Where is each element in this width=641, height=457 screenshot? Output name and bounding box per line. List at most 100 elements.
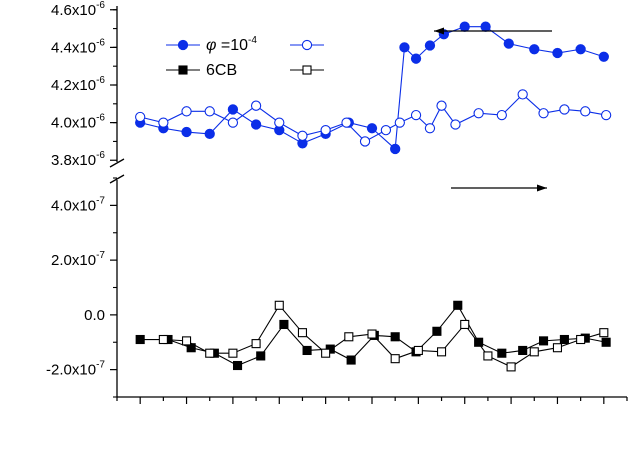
data-point [158,117,169,128]
legend-marker-open [302,65,312,75]
data-series [135,21,612,372]
data-point [186,343,196,353]
data-point [483,351,493,361]
data-point [135,111,146,123]
data-point [297,130,308,141]
data-point [390,354,400,364]
data-point [529,44,540,55]
data-point [359,136,371,147]
data-point [366,123,378,134]
data-point [506,362,516,372]
data-point [251,339,261,349]
data-point [599,328,609,338]
data-point [432,326,442,336]
data-point [453,300,463,310]
data-point [559,334,569,345]
data-point [552,47,563,59]
upper-y-tick-label: 4.4x10-6 [51,37,105,56]
data-point [158,334,168,345]
data-point [390,332,400,342]
data-point [205,348,215,358]
data-point [204,106,215,117]
legend-label: φ =10-4 [206,35,257,54]
data-point [474,337,484,347]
data-point [518,345,528,356]
data-point [529,347,539,357]
data-point [228,348,238,358]
data-point [424,123,436,134]
axes: 3.8x10-6 4.0x10-6 4.2x10-6 4.4x10-6 4.6x10-6… [46,0,628,404]
data-point [413,345,423,356]
lower-y-tick-label: -2.0x10-7 [46,360,105,379]
data-point [552,343,563,353]
data-point [274,117,285,128]
data-point [256,351,266,361]
data-point [367,329,377,339]
legend-marker-filled [178,65,188,75]
upper-y-tick-label: 4.0x10-6 [51,113,105,132]
axis-break-mark [109,174,125,184]
legend-marker-open [301,39,313,51]
heating-arrow-head [537,184,547,192]
data-point [598,51,609,62]
data-point [250,100,262,111]
data-point [399,42,410,53]
data-point [227,104,239,115]
upper-y-tick-label: 3.8x10-6 [51,150,105,169]
data-point [497,348,507,358]
data-point [436,100,447,111]
data-point [302,345,312,356]
data-point [559,104,570,115]
legend-label: 6CB [206,62,237,79]
annotations [434,27,552,192]
data-point [320,124,331,136]
data-point [460,319,470,330]
data-point [580,106,591,117]
data-point [380,124,392,136]
upper-y-tick-label: 4.6x10-6 [51,0,105,19]
data-point [496,109,507,121]
data-point [232,360,243,371]
data-point [459,21,470,32]
data-point [274,300,284,310]
lower-y-tick-label: 4.0x10-7 [51,195,105,214]
data-point [394,117,405,128]
data-point [321,348,331,358]
data-point [410,109,422,121]
data-point [410,53,422,64]
lower-y-tick-label: 2.0x10-7 [51,250,105,269]
data-point [480,21,491,32]
data-point [450,119,461,130]
data-point [297,328,308,338]
data-point [346,355,356,365]
data-point [538,108,549,119]
legend: φ =10-4 6CB [166,35,324,79]
data-point [181,336,192,346]
data-point [250,119,262,130]
data-point [538,336,549,346]
upper-y-tick-label: 4.2x10-6 [51,75,105,94]
series-line [140,304,607,367]
cooling-arrow-head [434,27,444,35]
data-point [204,128,215,140]
data-point [436,347,447,357]
data-point [227,117,239,128]
legend-marker-filled [177,39,189,51]
data-point [503,38,514,49]
data-point [575,44,586,55]
data-point [181,106,192,117]
data-point [576,334,586,345]
data-point [424,40,436,51]
data-point [181,126,192,138]
data-point [473,108,484,119]
data-point [390,143,401,155]
data-point [600,109,612,121]
data-point [279,319,289,330]
lower-y-tick-label: 0.0 [84,307,105,324]
axis-break-mark [109,158,125,168]
data-point [135,334,145,345]
data-point [344,332,354,342]
data-point [517,89,528,100]
data-point [341,117,352,128]
